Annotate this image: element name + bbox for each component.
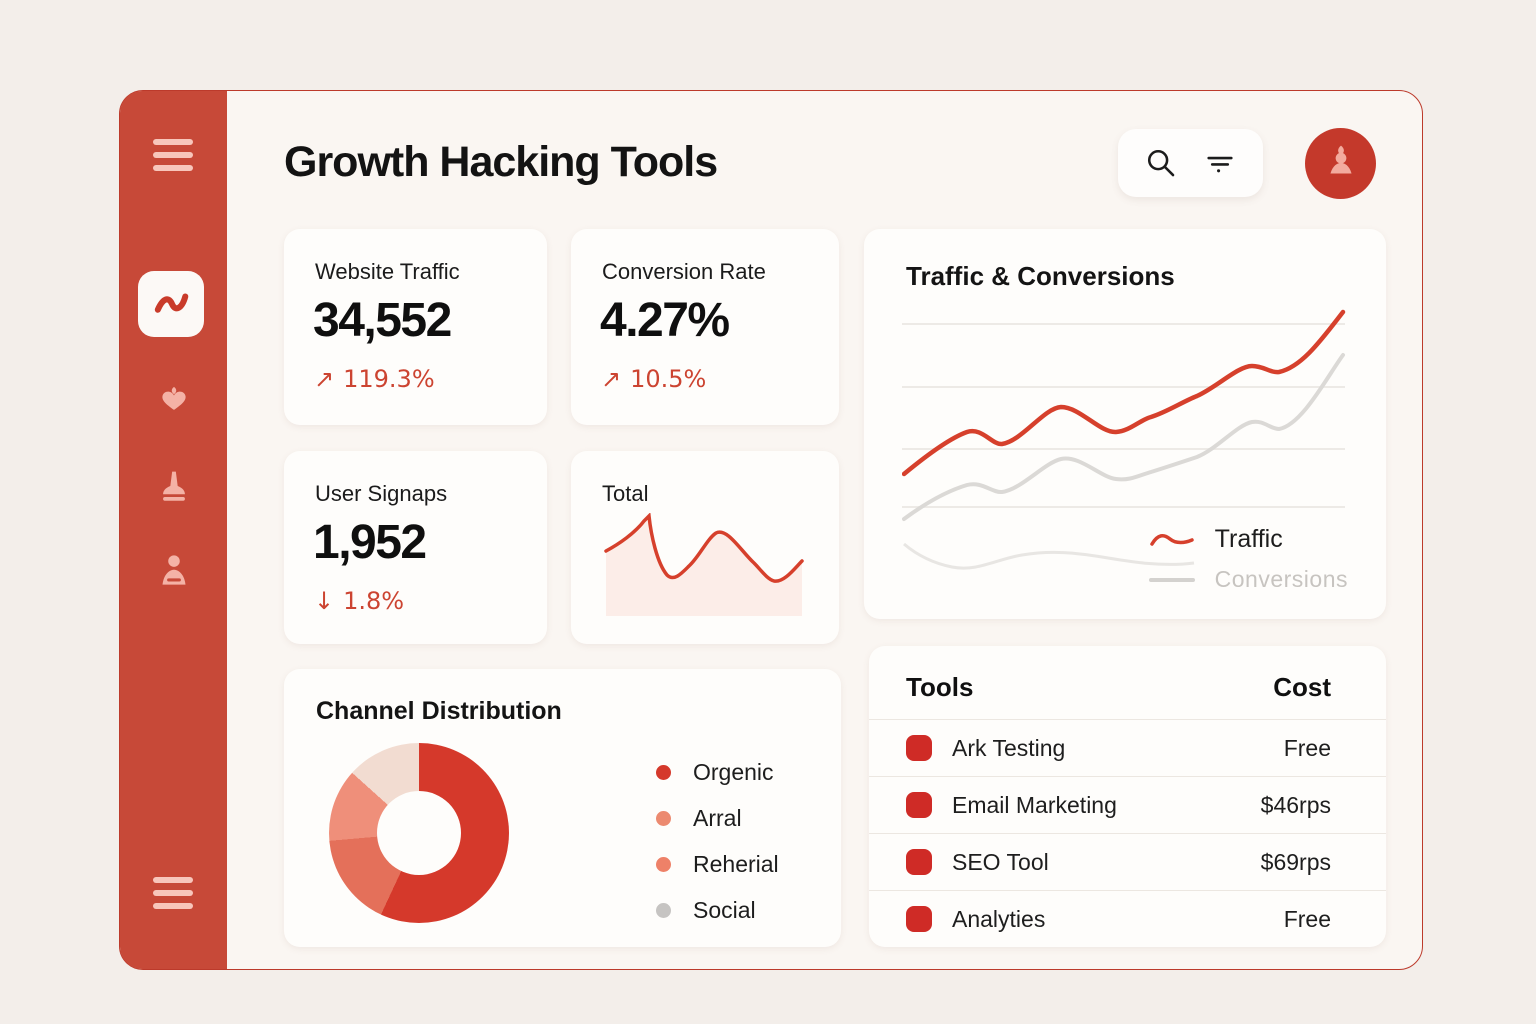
chart-legend: Traffic Conversions <box>1148 525 1348 593</box>
legend-dot <box>656 856 671 872</box>
chart-title: Channel Distribution <box>316 697 562 725</box>
stat-label: Conversion Rate <box>602 259 766 284</box>
legend-item: Orgenic <box>656 749 779 795</box>
user-icon <box>151 549 197 600</box>
legend-item: Reherial <box>656 841 779 887</box>
page-title: Growth Hacking Tools <box>284 138 718 186</box>
stat-change: ↓ 1.8% <box>314 587 405 615</box>
grey-line-swatch <box>1148 577 1195 582</box>
channel-donut-chart <box>329 743 509 923</box>
tools-card: Tools Cost Ark Testing Free Email Market… <box>869 646 1386 947</box>
tool-swatch-icon <box>906 735 932 761</box>
search-icon[interactable] <box>1144 146 1178 180</box>
legend-dot <box>656 902 671 918</box>
trend-line-icon <box>149 280 193 329</box>
tool-row-ark-testing[interactable]: Ark Testing Free <box>869 719 1386 776</box>
funnel-icon <box>151 463 197 514</box>
tool-row-email-marketing[interactable]: Email Marketing $46rps <box>869 776 1386 833</box>
cost-column-header: Cost <box>1273 672 1331 702</box>
traffic-conversions-chart <box>902 309 1346 570</box>
user-avatar[interactable] <box>1305 128 1376 199</box>
tool-swatch-icon <box>906 906 932 932</box>
stat-value: 1,952 <box>313 516 427 569</box>
channel-distribution-card: Channel Distribution Orgenic Arral Reher… <box>284 669 841 947</box>
sidebar-item-engagement[interactable] <box>120 376 227 427</box>
sidebar-item-analytics[interactable] <box>138 271 204 337</box>
tools-column-header: Tools <box>906 672 974 702</box>
person-icon <box>1318 138 1364 189</box>
tools-table-header: Tools Cost <box>869 646 1386 719</box>
menu-icon[interactable] <box>153 139 193 171</box>
stat-card-website-traffic: Website Traffic 34,552 ↗ 119.3% <box>284 229 547 425</box>
stat-label: Website Traffic <box>315 259 460 284</box>
stat-change: ↗ 10.5% <box>601 365 707 393</box>
legend-item: Arral <box>656 795 779 841</box>
red-line-swatch <box>1149 533 1194 546</box>
chart-title: Traffic & Conversions <box>906 261 1175 291</box>
sidebar-item-funnel[interactable] <box>120 463 227 514</box>
sidebar <box>120 91 227 969</box>
traffic-conversions-card: Traffic & Conversions Traffic <box>864 229 1386 619</box>
down-arrow-icon: ↓ <box>314 587 335 615</box>
channel-legend: Orgenic Arral Reherial Social <box>656 749 779 933</box>
stat-value: 34,552 <box>313 294 452 347</box>
filter-icon[interactable] <box>1203 146 1237 180</box>
tool-swatch-icon <box>906 849 932 875</box>
search-bar <box>1118 129 1263 197</box>
menu-bottom-icon[interactable] <box>153 877 193 909</box>
stat-change: ↗ 119.3% <box>314 365 435 393</box>
legend-dot <box>656 764 671 780</box>
heart-hand-icon <box>151 376 197 427</box>
stat-card-conversion-rate: Conversion Rate 4.27% ↗ 10.5% <box>571 229 839 425</box>
up-arrow-icon: ↗ <box>314 365 335 393</box>
sidebar-item-users[interactable] <box>120 549 227 600</box>
up-arrow-icon: ↗ <box>601 365 622 393</box>
legend-item-conversions: Conversions <box>1148 566 1348 593</box>
tool-row-seo-tool[interactable]: SEO Tool $69rps <box>869 833 1386 890</box>
tool-row-analytics[interactable]: Analyties Free <box>869 890 1386 947</box>
total-sparkline-chart <box>604 513 804 616</box>
stat-card-user-signups: User Signaps 1,952 ↓ 1.8% <box>284 451 547 644</box>
legend-item: Social <box>656 887 779 933</box>
stat-label: User Signaps <box>315 481 448 506</box>
legend-dot <box>656 810 671 826</box>
stat-value: 4.27% <box>600 294 730 347</box>
legend-item-traffic: Traffic <box>1149 525 1348 554</box>
stat-card-total: Total <box>571 451 839 644</box>
app-panel: Growth Hacking Tools <box>119 90 1423 970</box>
stat-label: Total <box>602 481 649 506</box>
tool-swatch-icon <box>906 792 932 818</box>
